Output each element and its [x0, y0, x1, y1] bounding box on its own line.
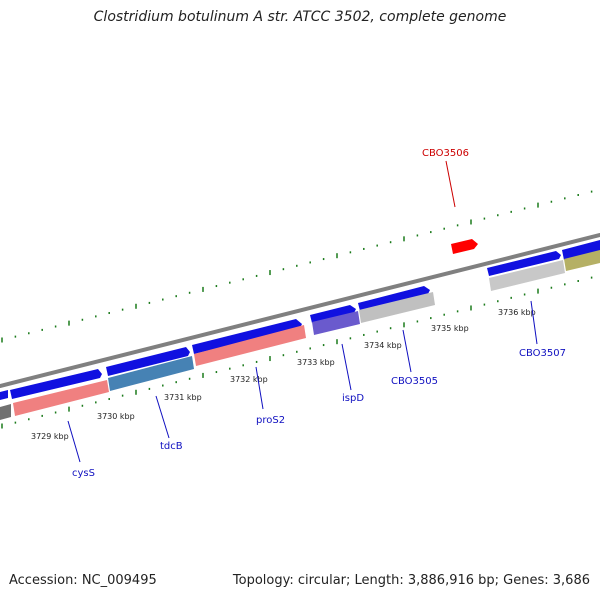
feature-block-tdcB[interactable] — [108, 356, 194, 391]
feature-block-cbo3505[interactable] — [359, 292, 435, 323]
gene-label-cysS[interactable]: cysS — [72, 468, 95, 479]
cds-arrow[interactable] — [310, 305, 356, 323]
forward-cds-track — [0, 240, 600, 400]
gene-label-cbo3507[interactable]: CBO3507 — [519, 348, 566, 359]
gene-label-tdcB[interactable]: tdcB — [160, 441, 183, 452]
kbp-labels: 3729 kbp 3730 kbp 3731 kbp 3732 kbp 3733… — [31, 308, 536, 441]
tick-label: 3735 kbp — [431, 324, 469, 333]
feature-block-cbo3507[interactable] — [489, 260, 565, 291]
cds-arrow[interactable] — [0, 390, 8, 400]
feature-block-cysS[interactable] — [13, 380, 109, 416]
cds-arrow[interactable] — [358, 286, 430, 311]
leader-lines — [67, 160, 538, 463]
gene-label-cbo3505[interactable]: CBO3505 — [391, 376, 438, 387]
tick-label: 3732 kbp — [230, 375, 268, 384]
tick-label: 3731 kbp — [164, 393, 202, 402]
inner-tick-track — [1, 276, 593, 429]
gene-label-cbo3506[interactable]: CBO3506 — [422, 148, 469, 159]
cds-arrow[interactable] — [106, 347, 190, 376]
tick-label: 3730 kbp — [97, 412, 135, 421]
tick-label: 3736 kbp — [498, 308, 536, 317]
cds-arrow[interactable] — [562, 240, 600, 260]
genome-backbone — [0, 233, 600, 388]
feature-block-proS2[interactable] — [194, 325, 306, 366]
feature-block[interactable] — [564, 250, 600, 271]
map-title: Clostridium botulinum A str. ATCC 3502, … — [93, 9, 507, 25]
cds-arrow[interactable] — [10, 369, 102, 399]
gene-label-ispD[interactable]: ispD — [342, 393, 364, 404]
tick-label: 3733 kbp — [297, 358, 335, 367]
gene-labels: cysS tdcB proS2 ispD CBO3505 CBO3507 CBO… — [72, 148, 566, 479]
gene-label-proS2[interactable]: proS2 — [256, 415, 285, 426]
feature-track — [0, 250, 600, 420]
accession-text: Accession: NC_009495 — [9, 573, 157, 588]
cds-arrow-cbo3506[interactable] — [451, 239, 478, 254]
genome-summary-text: Topology: circular; Length: 3,886,916 bp… — [232, 573, 590, 588]
tick-label: 3734 kbp — [364, 341, 402, 350]
outer-tick-track — [1, 190, 593, 343]
cds-arrow[interactable] — [192, 319, 302, 354]
tick-label: 3729 kbp — [31, 432, 69, 441]
feature-block-ispD[interactable] — [312, 311, 360, 335]
cds-arrow[interactable] — [487, 251, 561, 276]
feature-block[interactable] — [0, 404, 11, 420]
